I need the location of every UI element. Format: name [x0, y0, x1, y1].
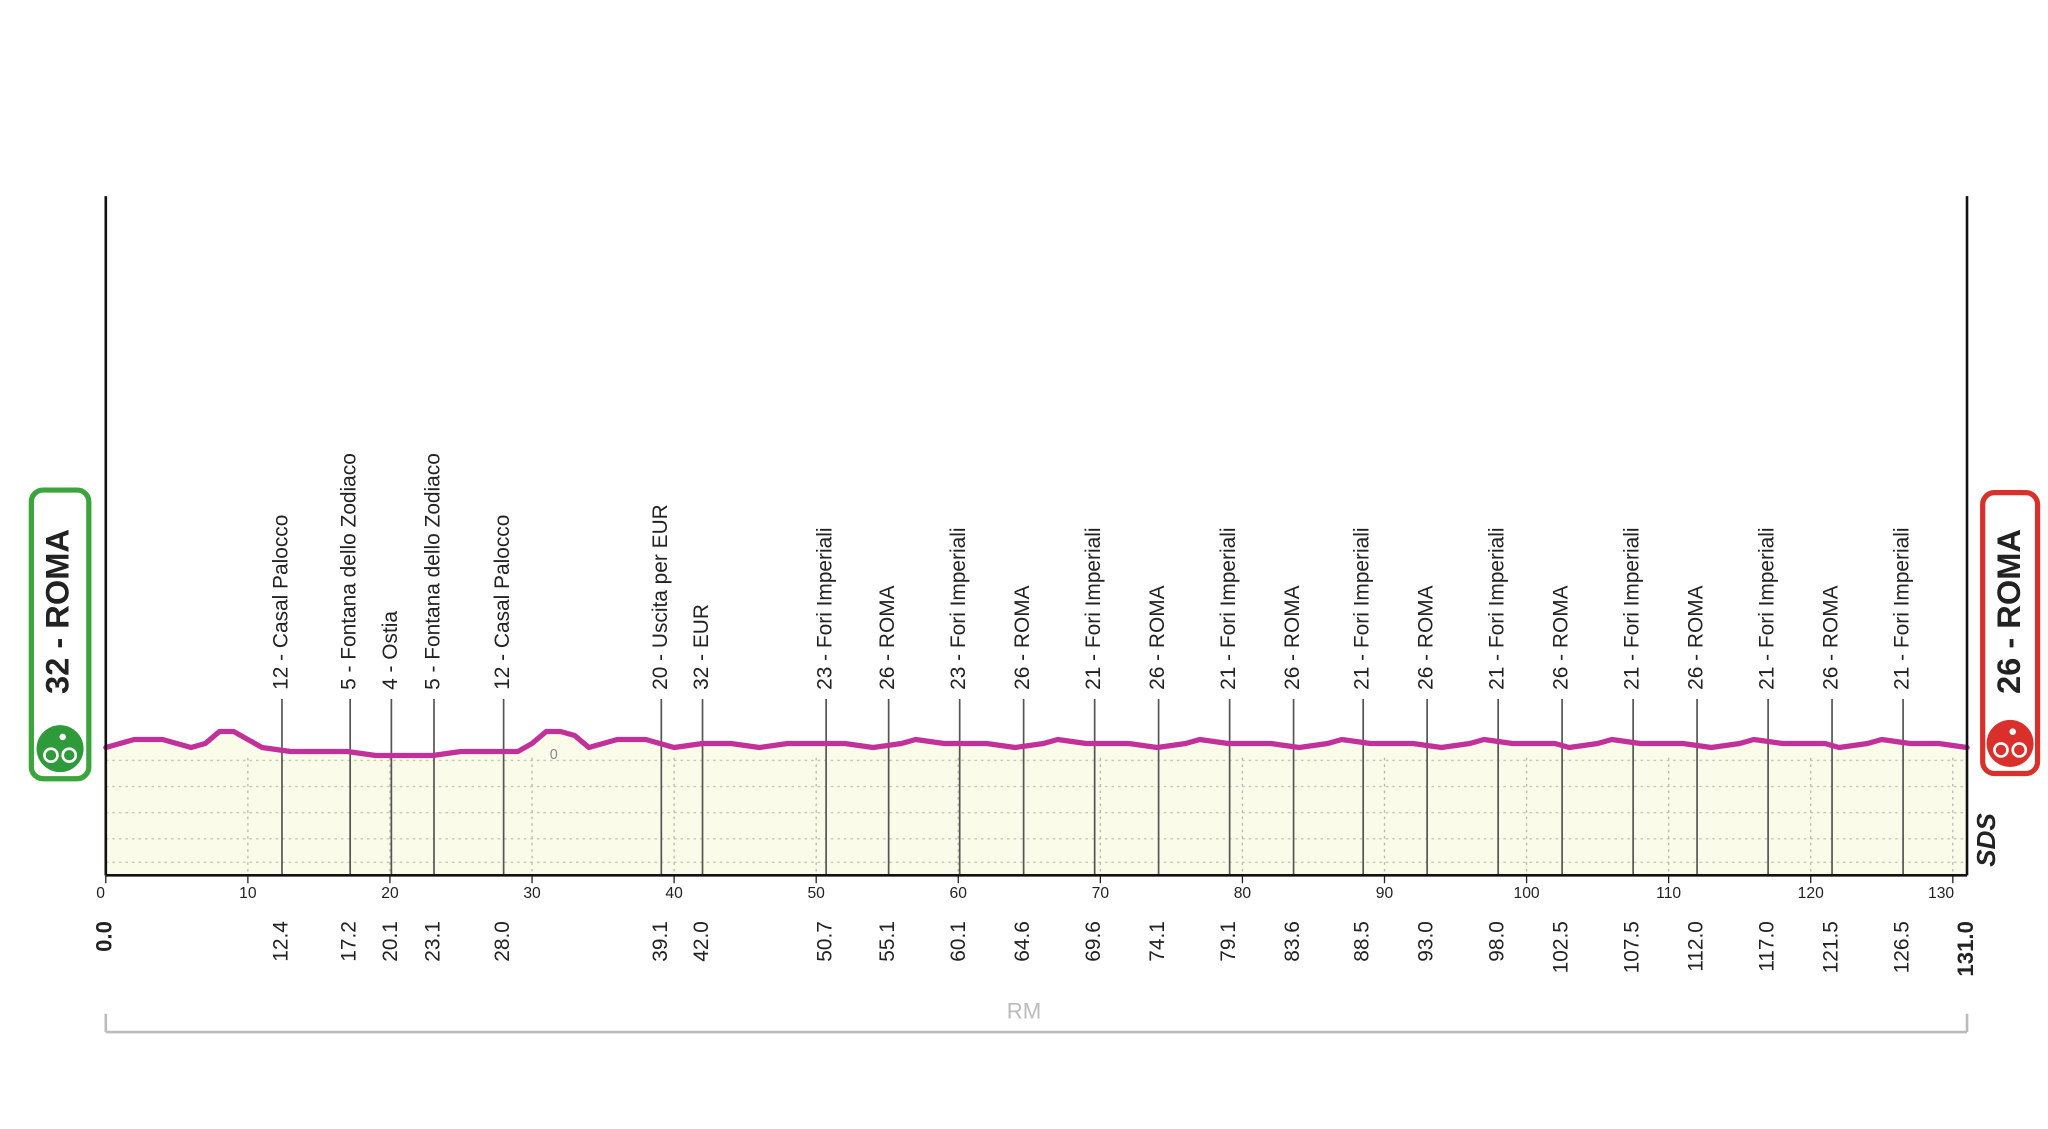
- waypoint-km: 98.0: [1486, 921, 1509, 962]
- waypoint-km: 28.0: [491, 921, 514, 962]
- profile-line: [103, 728, 1970, 759]
- finish-km: 131.0: [1953, 921, 1978, 977]
- waypoint-name: 21 - Fori Imperiali: [1756, 527, 1779, 689]
- annotation: 0: [550, 747, 558, 763]
- icon-wheel: [43, 747, 59, 764]
- waypoint-km: 117.0: [1756, 921, 1779, 972]
- x-tick-label: 40: [665, 885, 683, 902]
- waypoint-km: 69.6: [1082, 921, 1105, 962]
- waypoint-name: 21 - Fori Imperiali: [1621, 527, 1644, 689]
- waypoint-name: 21 - Fori Imperiali: [1082, 527, 1105, 689]
- waypoint-km: 23.1: [422, 921, 445, 962]
- waypoint-km: 42.0: [690, 921, 713, 962]
- icon-wheel: [2011, 742, 2028, 758]
- waypoint-name: 4 - Ostia: [379, 611, 402, 690]
- icon-head: [2009, 728, 2016, 735]
- waypoint-km: 12.4: [269, 921, 292, 962]
- waypoint-km: 60.1: [947, 921, 970, 962]
- waypoint-km: 39.1: [649, 921, 672, 962]
- waypoint-name: 21 - Fori Imperiali: [1217, 527, 1240, 689]
- finish-badge: 26 - ROMA: [1980, 490, 2041, 777]
- waypoint-name: 21 - Fori Imperiali: [1351, 527, 1374, 689]
- waypoint-km: 83.6: [1281, 921, 1304, 962]
- start-km: 0.0: [92, 921, 117, 952]
- waypoint-name: 26 - ROMA: [1550, 585, 1573, 689]
- x-tick-label: 70: [1092, 885, 1110, 902]
- icon-wheel: [61, 747, 78, 764]
- region-label: RM: [1007, 998, 1042, 1023]
- waypoint-name: 23 - Fori Imperiali: [814, 527, 837, 689]
- waypoint-name: 21 - Fori Imperiali: [1891, 527, 1914, 689]
- logo: SDS: [1971, 813, 2001, 867]
- waypoint-km: 50.7: [814, 921, 837, 962]
- waypoint-name: 26 - ROMA: [1415, 585, 1438, 689]
- waypoint-km: 102.5: [1550, 921, 1573, 973]
- waypoint-km: 107.5: [1621, 921, 1644, 973]
- x-tick-label: 80: [1234, 885, 1252, 902]
- waypoint-name: 26 - ROMA: [876, 585, 899, 689]
- x-tick-label: 50: [807, 885, 825, 902]
- waypoint-km: 88.5: [1351, 921, 1374, 962]
- waypoint-km: 55.1: [876, 921, 899, 962]
- waypoint-km: 64.6: [1011, 921, 1034, 962]
- x-tick-label: 60: [950, 885, 968, 902]
- start-icon: [36, 725, 84, 773]
- waypoint-name: 20 - Uscita per EUR: [649, 504, 672, 690]
- waypoint-name: 5 - Fontana dello Zodiaco: [338, 453, 361, 690]
- x-tick-label: 120: [1798, 885, 1824, 902]
- waypoint-km: 79.1: [1217, 921, 1240, 962]
- finish-name: 26 - ROMA: [1990, 529, 2027, 694]
- waypoint-name: 32 - EUR: [690, 604, 713, 690]
- start-badge: 32 - ROMA: [28, 487, 92, 782]
- waypoint-name: 5 - Fontana dello Zodiaco: [422, 453, 445, 690]
- x-tick-label: 30: [523, 885, 541, 902]
- plot-area: 0 10 20 30 40 50 60 70 80 90 100 110 120 130 12 - Casa…: [92, 196, 1978, 977]
- waypoint-name: 26 - ROMA: [1146, 585, 1169, 689]
- x-tick-label: 130: [1928, 885, 1954, 902]
- x-tick-label: 110: [1656, 885, 1681, 902]
- waypoint-name: 26 - ROMA: [1685, 585, 1708, 689]
- waypoint-name: 12 - Casal Palocco: [491, 515, 514, 690]
- waypoint-name: 26 - ROMA: [1820, 585, 1843, 689]
- x-tick-label: 100: [1514, 885, 1540, 902]
- waypoint-km: 74.1: [1146, 921, 1169, 962]
- waypoint-km: 93.0: [1415, 921, 1438, 962]
- waypoint-name: 12 - Casal Palocco: [269, 515, 292, 690]
- waypoint-km: 17.2: [338, 921, 361, 962]
- waypoint-name: 26 - ROMA: [1281, 585, 1304, 689]
- finish-icon: [1986, 719, 2034, 767]
- finish-box: [1980, 490, 2041, 777]
- waypoint-km: 112.0: [1685, 921, 1708, 972]
- waypoint-km: 20.1: [379, 921, 402, 962]
- x-tick-label: 90: [1376, 885, 1394, 902]
- x-tick-label: 20: [381, 885, 399, 902]
- icon-head: [59, 733, 66, 741]
- icon-wheel: [1993, 742, 2009, 758]
- waypoint-name: 23 - Fori Imperiali: [947, 527, 970, 689]
- start-name: 32 - ROMA: [39, 529, 76, 694]
- start-box: [28, 487, 92, 782]
- waypoint-name: 21 - Fori Imperiali: [1486, 527, 1509, 689]
- waypoint-name: 26 - ROMA: [1011, 585, 1034, 689]
- waypoint-km: 126.5: [1891, 921, 1914, 973]
- x-tick-label: 0: [96, 885, 105, 902]
- waypoint-km: 121.5: [1820, 921, 1843, 973]
- x-tick-label: 10: [239, 885, 257, 902]
